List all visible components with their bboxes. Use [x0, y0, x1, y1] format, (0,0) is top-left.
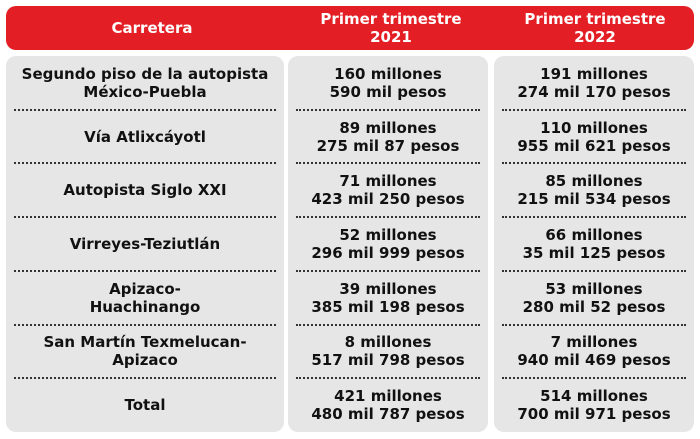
cell-2021-row-7: 421 millones 480 mil 787 pesos	[311, 387, 465, 424]
cell-carretera-row-6: San Martín Texmelucan- Apizaco	[43, 333, 247, 370]
row-separator	[296, 162, 480, 165]
cell-carretera-row-5: Apizaco- Huachinango	[89, 279, 201, 316]
cell-carretera-row-2: Vía Atlixcáyotl	[84, 127, 206, 146]
row-separator	[502, 108, 686, 111]
cell-2022-row-5: 53 millones 280 mil 52 pesos	[522, 279, 666, 316]
cell-carretera-row-7: Total	[124, 396, 166, 415]
cell-2022-row-4: 66 millones 35 mil 125 pesos	[522, 225, 666, 262]
cell-2022-row-7: 514 millones 700 mil 971 pesos	[517, 387, 671, 424]
cell-2022-row-2: 110 millones 955 mil 621 pesos	[517, 118, 671, 155]
column-2022: 191 millones 274 mil 170 pesos 110 millon…	[494, 56, 694, 432]
row-separator	[296, 323, 480, 326]
row-separator	[14, 162, 276, 165]
row-separator	[502, 377, 686, 380]
column-carretera: Segundo piso de la autopista México-Pueb…	[6, 56, 284, 432]
cell-2022-row-3: 85 millones 215 mil 534 pesos	[517, 172, 671, 209]
row-separator	[296, 108, 480, 111]
row-separator	[14, 216, 276, 219]
row-separator	[502, 269, 686, 272]
row-separator	[14, 108, 276, 111]
row-separator	[296, 377, 480, 380]
cell-carretera-row-4: Virreyes-Teziutlán	[69, 234, 221, 253]
cell-2022-row-1: 191 millones 274 mil 170 pesos	[517, 64, 671, 101]
row-separator	[502, 162, 686, 165]
row-separator	[296, 216, 480, 219]
header-2021: Primer trimestre 2021	[320, 10, 462, 46]
cell-2021-row-6: 8 millones 517 mil 798 pesos	[311, 333, 465, 370]
cell-2021-row-2: 89 millones 275 mil 87 pesos	[316, 118, 460, 155]
row-separator	[296, 269, 480, 272]
header-2022: Primer trimestre 2022	[524, 10, 666, 46]
table-header: Carretera Primer trimestre 2021 Primer t…	[6, 6, 694, 50]
row-separator	[502, 216, 686, 219]
row-separator	[502, 323, 686, 326]
cell-2021-row-4: 52 millones 296 mil 999 pesos	[311, 225, 465, 262]
row-separator	[14, 377, 276, 380]
cell-2021-row-3: 71 millones 423 mil 250 pesos	[311, 172, 465, 209]
cell-2021-row-5: 39 millones 385 mil 198 pesos	[311, 279, 465, 316]
row-separator	[14, 323, 276, 326]
cell-2022-row-6: 7 millones 940 mil 469 pesos	[517, 333, 671, 370]
cell-2021-row-1: 160 millones 590 mil pesos	[329, 64, 447, 101]
cell-carretera-row-1: Segundo piso de la autopista México-Pueb…	[21, 64, 269, 101]
header-carretera: Carretera	[111, 19, 193, 37]
cell-carretera-row-3: Autopista Siglo XXI	[63, 181, 227, 200]
row-separator	[14, 269, 276, 272]
column-2021: 160 millones 590 mil pesos 89 millones 27…	[288, 56, 488, 432]
